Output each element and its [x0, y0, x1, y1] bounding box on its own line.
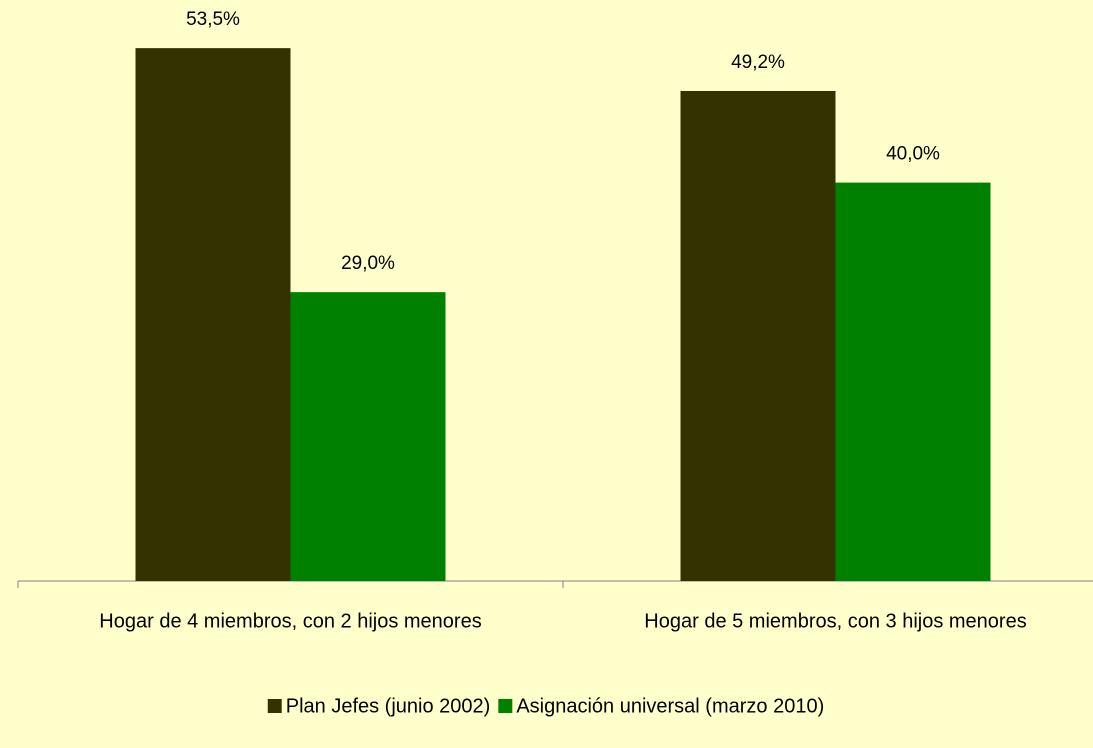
bar	[835, 182, 991, 581]
legend-swatch	[498, 699, 513, 713]
value-label: 40,0%	[886, 144, 940, 165]
bar	[135, 48, 291, 581]
bar	[290, 292, 446, 581]
legend-label: Plan Jefes (junio 2002)	[286, 695, 491, 717]
x-tick-label: Hogar de 4 miembros, con 2 hijos menores	[99, 610, 481, 632]
bar	[680, 90, 836, 581]
value-label: 53,5%	[186, 9, 240, 30]
value-label: 49,2%	[731, 52, 785, 73]
value-label: 29,0%	[341, 253, 395, 274]
legend-swatch	[267, 699, 282, 713]
x-tick-label: Hogar de 5 miembros, con 3 hijos menores	[644, 610, 1026, 632]
legend-label: Asignación universal (marzo 2010)	[516, 695, 824, 717]
